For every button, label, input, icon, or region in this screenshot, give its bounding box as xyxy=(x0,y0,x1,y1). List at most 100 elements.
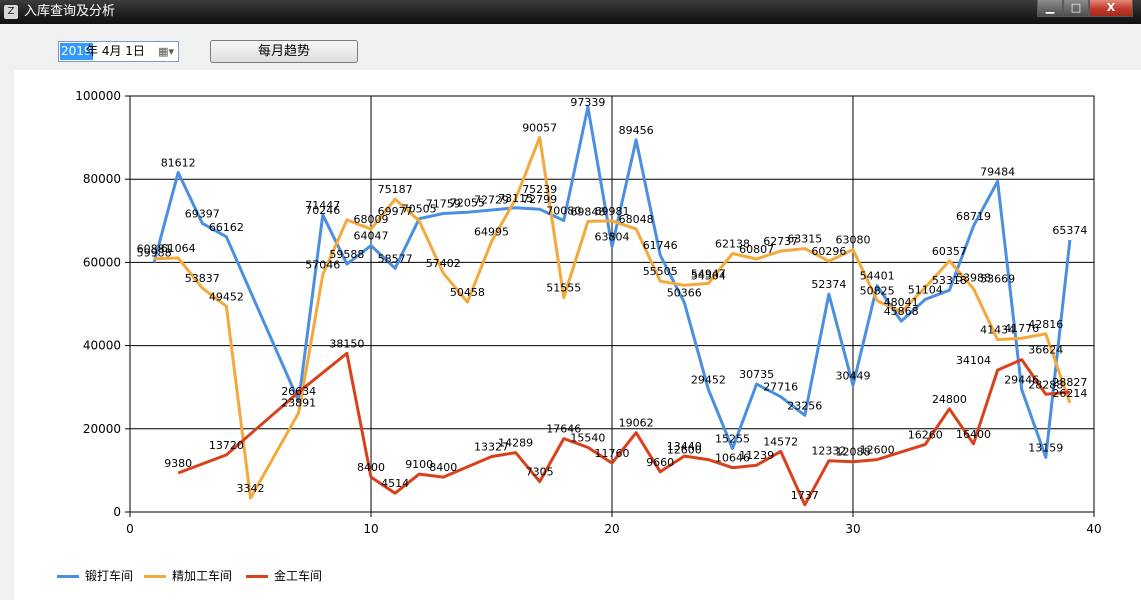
data-label: 68009 xyxy=(354,213,389,226)
data-label: 70505 xyxy=(402,203,437,216)
series-line-0 xyxy=(152,105,1072,459)
data-label: 3342 xyxy=(237,482,265,495)
data-label: 30735 xyxy=(739,368,774,381)
y-tick-label: 80000 xyxy=(83,172,121,186)
data-label: 13440 xyxy=(667,440,702,453)
data-label: 71759 xyxy=(426,197,461,210)
data-label: 54401 xyxy=(860,270,895,283)
x-tick-label: 30 xyxy=(845,522,860,536)
data-label: 15540 xyxy=(570,431,605,444)
data-label: 54947 xyxy=(691,267,726,280)
data-label: 34104 xyxy=(956,354,991,367)
data-label: 75239 xyxy=(522,183,557,196)
monthly-trend-button[interactable]: 每月趋势 xyxy=(210,40,358,63)
data-label: 81612 xyxy=(161,156,196,169)
close-button[interactable]: X xyxy=(1089,0,1133,17)
data-label: 75187 xyxy=(378,183,413,196)
data-label: 15255 xyxy=(715,433,750,446)
x-tick-label: 20 xyxy=(604,522,619,536)
data-label: 97339 xyxy=(570,96,605,109)
data-label: 50458 xyxy=(450,286,485,299)
data-label: 70080 xyxy=(546,204,581,217)
legend-label: 锻打车间 xyxy=(85,569,134,583)
data-label: 73115 xyxy=(498,192,533,205)
data-label: 41776 xyxy=(1004,322,1039,335)
data-label: 63804 xyxy=(595,231,630,244)
data-label: 9380 xyxy=(164,457,192,470)
data-label: 38150 xyxy=(329,337,364,350)
y-tick-label: 0 xyxy=(113,505,121,519)
data-label: 66162 xyxy=(209,221,244,234)
legend-swatch xyxy=(57,575,79,578)
data-label: 68719 xyxy=(956,210,991,223)
date-year-field[interactable]: 2019 xyxy=(60,43,93,60)
data-label: 53837 xyxy=(185,272,220,285)
data-label: 45868 xyxy=(884,305,919,318)
data-label: 13720 xyxy=(209,439,244,452)
data-label: 12088 xyxy=(836,446,871,459)
data-label: 69977 xyxy=(378,205,413,218)
data-label: 12600 xyxy=(667,444,702,457)
data-label: 71447 xyxy=(305,199,340,212)
data-label: 64995 xyxy=(474,226,509,239)
data-label: 12332 xyxy=(811,445,846,458)
data-label: 59988 xyxy=(137,246,172,259)
data-label: 7305 xyxy=(526,466,554,479)
data-label: 55505 xyxy=(643,265,678,278)
window-title: 入库查询及分析 xyxy=(24,4,116,19)
data-label: 89456 xyxy=(619,124,654,137)
data-label: 24800 xyxy=(932,393,967,406)
data-label: 19062 xyxy=(619,417,654,430)
maximize-button[interactable]: □ xyxy=(1063,0,1089,17)
data-label: 41434 xyxy=(980,324,1015,337)
data-label: 12600 xyxy=(860,444,895,457)
minimize-button[interactable]: ▁ xyxy=(1037,0,1063,17)
data-label: 23891 xyxy=(281,397,316,410)
data-label: 16260 xyxy=(908,428,943,441)
calendar-dropdown-icon[interactable]: ▦▾ xyxy=(158,45,174,58)
data-label: 28827 xyxy=(1052,376,1087,389)
data-label: 48041 xyxy=(884,296,919,309)
series-line-2 xyxy=(177,351,1071,507)
data-label: 64047 xyxy=(354,230,389,243)
data-label: 9100 xyxy=(405,458,433,471)
data-label: 11239 xyxy=(739,449,774,462)
data-label: 16400 xyxy=(956,428,991,441)
series-line-1 xyxy=(154,135,1072,500)
data-label: 59588 xyxy=(329,248,364,261)
date-month-day-field[interactable]: 年 4月 1日 xyxy=(86,44,145,58)
data-label: 65374 xyxy=(1052,224,1087,237)
data-label: 69848 xyxy=(570,205,605,218)
legend-swatch xyxy=(246,575,268,578)
y-tick-label: 60000 xyxy=(83,255,121,269)
y-tick-label: 100000 xyxy=(75,89,121,103)
data-label: 58577 xyxy=(378,252,413,265)
data-label: 23256 xyxy=(787,399,822,412)
date-picker[interactable]: 2019 年 4月 1日 ▦▾ xyxy=(58,41,179,62)
window-controls: ▁ □ X xyxy=(1037,0,1133,18)
data-label: 63315 xyxy=(787,233,822,246)
data-label: 1737 xyxy=(791,489,819,502)
data-label: 4514 xyxy=(381,477,409,490)
data-label: 72055 xyxy=(450,196,485,209)
data-label: 8400 xyxy=(429,461,457,474)
title-bar[interactable]: Z 入库查询及分析 ▁ □ X xyxy=(0,0,1141,24)
y-tick-label: 40000 xyxy=(83,339,121,353)
data-label: 63080 xyxy=(836,234,871,247)
legend-label: 精加工车间 xyxy=(172,569,233,583)
data-label: 62737 xyxy=(763,235,798,248)
x-tick-label: 40 xyxy=(1086,522,1101,536)
data-label: 69397 xyxy=(185,207,220,220)
x-tick-label: 10 xyxy=(363,522,378,536)
data-label: 50825 xyxy=(860,285,895,298)
data-label: 90057 xyxy=(522,121,557,134)
data-label: 8400 xyxy=(357,461,385,474)
data-label: 30449 xyxy=(836,369,871,382)
data-label: 11760 xyxy=(595,447,630,460)
data-label: 36624 xyxy=(1028,344,1063,357)
data-label: 27716 xyxy=(763,381,798,394)
data-label: 51104 xyxy=(908,283,943,296)
data-label: 57402 xyxy=(426,257,461,270)
data-label: 13327 xyxy=(474,441,509,454)
